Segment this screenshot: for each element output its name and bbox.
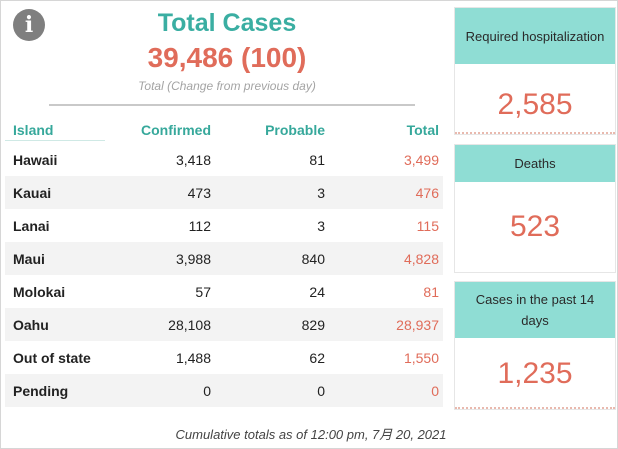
cell-island: Lanai [13,217,50,234]
cell-probable: 3 [317,184,325,201]
info-icon[interactable]: i [13,9,45,41]
cell-island: Pending [13,382,69,399]
header-underline [5,140,105,141]
table-row: Out of state 1,488 62 1,550 [5,341,443,374]
table-row: Oahu 28,108 829 28,937 [5,308,443,341]
total-cases-value: 39,486 (100) [147,42,307,73]
cell-total: 81 [423,283,439,300]
cell-total: 1,550 [403,349,439,366]
deaths-value: 523 [509,210,561,243]
cell-probable: 840 [301,250,325,267]
cell-total: 28,937 [396,316,439,333]
cell-probable: 0 [317,382,325,399]
cell-confirmed: 28,108 [168,316,211,333]
table-row: Kauai 473 3 476 [5,176,443,209]
cell-probable: 829 [301,316,325,333]
total-cases-subtitle: Total (Change from previous day) [138,79,316,93]
card-baseline [455,129,615,134]
cell-total: 115 [416,217,439,234]
cell-probable: 62 [309,349,325,366]
cell-confirmed: 3,418 [175,151,211,168]
table-body: Hawaii 3,418 81 3,499 Kauai 473 3 476 La… [5,143,443,407]
table-row: Molokai 57 24 81 [5,275,443,308]
table-row: Lanai 112 3 115 [5,209,443,242]
column-header-probable: Probable [265,122,325,138]
cell-confirmed: 1,488 [175,349,211,366]
column-header-confirmed: Confirmed [141,122,211,138]
island-table: Island Confirmed Probable Total Hawaii 3… [5,119,443,407]
cell-island: Maui [13,250,45,267]
cell-confirmed: 57 [195,283,211,300]
hospitalization-value: 2,585 [497,88,573,121]
recent-cases-value: 1,235 [497,357,573,390]
cell-total: 3,499 [403,151,439,168]
cell-island: Out of state [13,349,91,366]
table-row: Hawaii 3,418 81 3,499 [5,143,443,176]
cell-probable: 24 [309,283,325,300]
cell-total: 476 [415,184,439,201]
recent-cases-card: Cases in the past 14 days 1,235 [454,281,616,410]
table-row: Maui 3,988 840 4,828 [5,242,443,275]
table-row: Pending 0 0 0 [5,374,443,407]
cell-confirmed: 112 [188,217,211,234]
cell-island: Kauai [13,184,52,201]
cell-confirmed: 0 [203,382,211,399]
hospitalization-label: Required hospitalization [455,8,615,64]
cell-probable: 3 [317,217,325,234]
cell-island: Oahu [13,316,49,333]
recent-cases-label: Cases in the past 14 days [455,282,615,338]
deaths-label: Deaths [455,145,615,182]
table-header: Island Confirmed Probable Total [5,119,443,141]
hospitalization-card: Required hospitalization 2,585 [454,7,616,135]
cell-island: Hawaii [13,151,58,168]
cell-island: Molokai [13,283,66,300]
deaths-card: Deaths 523 [454,144,616,273]
cell-total: 4,828 [403,250,439,267]
column-header-island: Island [13,122,54,138]
cell-total: 0 [431,382,439,399]
card-baseline [455,404,615,409]
cell-probable: 81 [309,151,325,168]
cell-confirmed: 3,988 [175,250,211,267]
column-header-total: Total [406,122,439,138]
page-title: Total Cases [157,9,297,37]
cell-confirmed: 473 [187,184,211,201]
footer-timestamp: Cumulative totals as of 12:00 pm, 7月 20,… [175,427,447,442]
divider [49,104,415,106]
